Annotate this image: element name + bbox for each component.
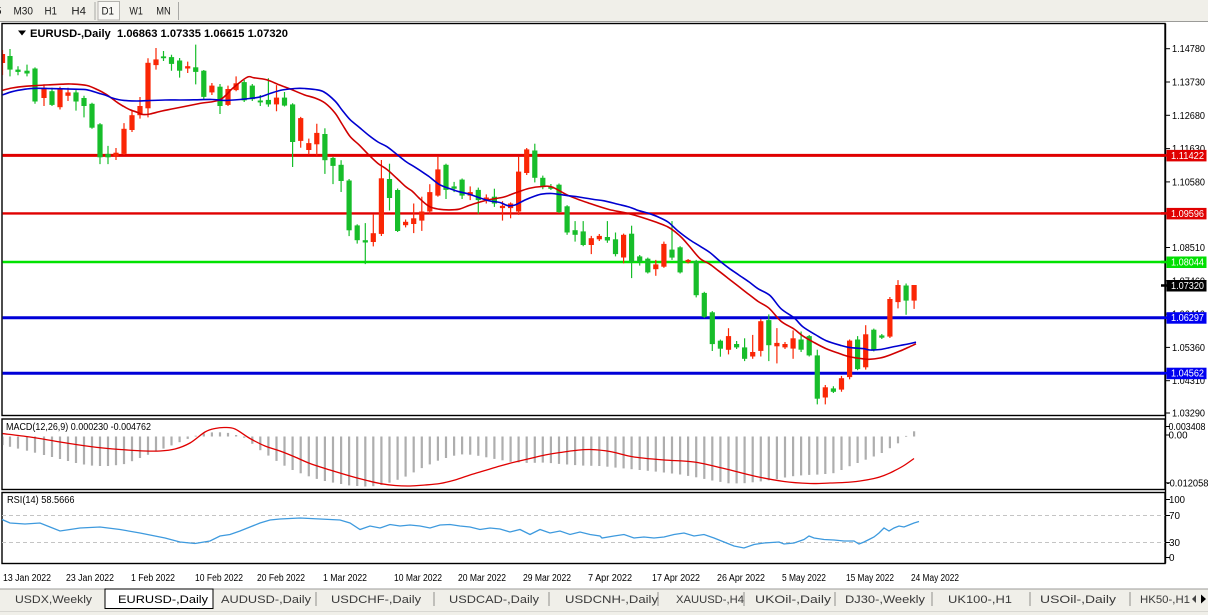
svg-text:1.06297: 1.06297	[1171, 313, 1204, 324]
svg-text:24 May 2022: 24 May 2022	[911, 573, 959, 584]
svg-text:UKOil-,Daily: UKOil-,Daily	[755, 594, 832, 606]
svg-text:100: 100	[1169, 495, 1185, 506]
svg-text:RSI(14) 58.5666: RSI(14) 58.5666	[7, 495, 75, 506]
svg-text:13 Jan 2022: 13 Jan 2022	[3, 573, 51, 584]
svg-text:1.04562: 1.04562	[1171, 369, 1204, 380]
svg-text:M30: M30	[13, 6, 33, 18]
svg-text:20 Mar 2022: 20 Mar 2022	[458, 573, 506, 584]
svg-text:USDCAD-,Daily: USDCAD-,Daily	[449, 594, 540, 606]
svg-text:30: 30	[1169, 538, 1180, 549]
svg-text:0.00: 0.00	[1169, 431, 1188, 442]
svg-text:HK50-,H1: HK50-,H1	[1140, 594, 1190, 606]
svg-text:UK100-,H1: UK100-,H1	[948, 594, 1012, 606]
svg-text:-0.012058: -0.012058	[1167, 478, 1208, 489]
svg-text:XAUUSD-,H4: XAUUSD-,H4	[676, 594, 744, 606]
svg-text:USDCHF-,Daily: USDCHF-,Daily	[331, 594, 422, 606]
svg-text:17 Apr 2022: 17 Apr 2022	[652, 573, 700, 584]
svg-text:1 Mar 2022: 1 Mar 2022	[323, 573, 367, 584]
svg-text:D1: D1	[101, 6, 114, 18]
svg-text:10 Mar 2022: 10 Mar 2022	[394, 573, 442, 584]
svg-text:7 Apr 2022: 7 Apr 2022	[588, 573, 632, 584]
svg-text:1.13730: 1.13730	[1172, 78, 1205, 89]
svg-text:1.05360: 1.05360	[1172, 343, 1205, 354]
svg-text:1.03290: 1.03290	[1172, 409, 1205, 420]
svg-text:1.07320: 1.07320	[1171, 281, 1204, 292]
svg-text:29 Mar 2022: 29 Mar 2022	[523, 573, 571, 584]
svg-text:23 Jan 2022: 23 Jan 2022	[66, 573, 114, 584]
svg-text:1.04310: 1.04310	[1172, 376, 1205, 387]
svg-text:26 Apr 2022: 26 Apr 2022	[717, 573, 765, 584]
svg-text:EURUSD-,Daily 1.06863 1.07335: EURUSD-,Daily 1.06863 1.07335 1.06615 1.…	[30, 28, 288, 40]
svg-text:5 May 2022: 5 May 2022	[782, 573, 826, 584]
svg-text:0: 0	[1169, 553, 1175, 564]
svg-text:USDCNH-,Daily: USDCNH-,Daily	[565, 594, 659, 606]
svg-text:1.14780: 1.14780	[1172, 44, 1205, 55]
svg-text:EURUSD-,Daily: EURUSD-,Daily	[118, 594, 209, 606]
svg-text:1.11630: 1.11630	[1172, 144, 1205, 155]
svg-text:1.09596: 1.09596	[1171, 209, 1204, 220]
svg-text:1 Feb 2022: 1 Feb 2022	[131, 573, 175, 584]
svg-text:5: 5	[0, 6, 2, 18]
svg-text:AUDUSD-,Daily: AUDUSD-,Daily	[221, 594, 312, 606]
svg-text:MACD(12,26,9) 0.000230 -0.0047: MACD(12,26,9) 0.000230 -0.004762	[6, 422, 151, 433]
svg-text:10 Feb 2022: 10 Feb 2022	[195, 573, 243, 584]
svg-text:USDX,Weekly: USDX,Weekly	[15, 594, 93, 606]
svg-text:1.12680: 1.12680	[1172, 111, 1205, 122]
svg-text:15 May 2022: 15 May 2022	[846, 573, 894, 584]
svg-text:20 Feb 2022: 20 Feb 2022	[257, 573, 305, 584]
svg-text:MN: MN	[156, 6, 171, 18]
svg-text:W1: W1	[129, 6, 143, 18]
svg-text:1.11422: 1.11422	[1171, 151, 1204, 162]
svg-text:H4: H4	[71, 6, 86, 18]
svg-text:1.10580: 1.10580	[1172, 177, 1205, 188]
svg-text:USOil-,Daily: USOil-,Daily	[1040, 594, 1117, 606]
svg-text:70: 70	[1169, 511, 1180, 522]
svg-text:1.08044: 1.08044	[1171, 258, 1204, 269]
svg-text:DJ30-,Weekly: DJ30-,Weekly	[845, 594, 926, 606]
svg-text:H1: H1	[44, 6, 57, 18]
svg-text:1.08510: 1.08510	[1172, 243, 1205, 254]
svg-text:0.003408: 0.003408	[1169, 422, 1206, 433]
